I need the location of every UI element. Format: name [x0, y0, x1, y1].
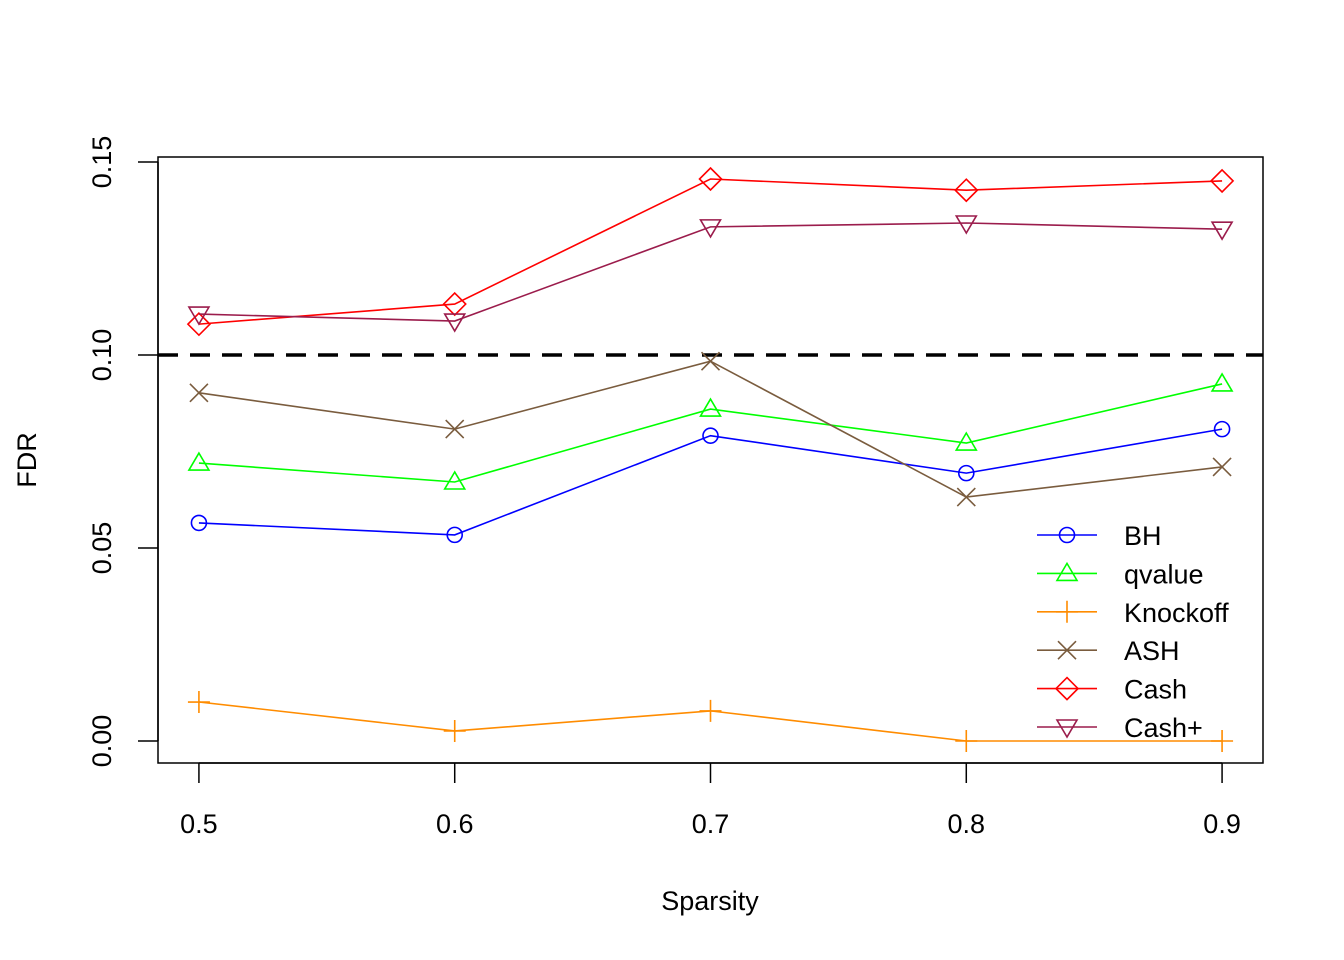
y-axis-label: FDR	[12, 432, 42, 488]
data-point	[699, 219, 722, 239]
legend-cross-icon	[1057, 640, 1077, 660]
series-line	[198, 428, 1223, 536]
data-point	[186, 312, 212, 337]
x-tick-label: 0.5	[180, 809, 218, 839]
series-line	[198, 360, 1223, 498]
series-layer	[186, 166, 1235, 752]
data-point	[1210, 221, 1234, 241]
legend-triangle-up-icon	[1055, 561, 1079, 582]
series-line	[198, 178, 1223, 325]
x-tick-label: 0.9	[1203, 809, 1241, 839]
data-point	[187, 691, 210, 714]
data-point	[954, 431, 978, 451]
series-qvalue	[187, 372, 1234, 490]
data-point	[442, 291, 467, 317]
x-axis: 0.5 0.6 0.7 0.8 0.9	[180, 762, 1241, 839]
series-line	[198, 383, 1223, 483]
legend-item: Cash+	[1037, 713, 1203, 743]
legend-label: qvalue	[1124, 559, 1204, 589]
x-tick-label: 0.8	[948, 809, 986, 839]
data-point	[1210, 372, 1234, 392]
series-cash	[186, 166, 1235, 337]
legend-plus-icon	[1056, 600, 1078, 623]
y-axis: 0.00 0.05 0.10 0.15	[87, 136, 159, 768]
legend-label: Knockoff	[1124, 598, 1229, 628]
data-point	[443, 313, 467, 333]
legend-item: ASH	[1037, 636, 1180, 666]
data-point	[190, 514, 208, 532]
data-point	[699, 397, 722, 417]
data-point	[443, 719, 466, 742]
data-point	[187, 451, 211, 471]
data-point	[445, 419, 465, 439]
data-point	[954, 215, 978, 235]
x-axis-label: Sparsity	[661, 886, 759, 916]
series-ash	[189, 351, 1232, 507]
data-point	[700, 351, 721, 371]
y-tick-label: 0.05	[87, 522, 117, 575]
y-tick-label: 0.10	[87, 329, 117, 382]
legend-label: ASH	[1124, 636, 1180, 666]
x-tick-label: 0.6	[436, 809, 474, 839]
plot-frame	[157, 156, 1264, 764]
data-point	[698, 166, 723, 192]
data-point	[1213, 420, 1231, 438]
series-knockoff	[187, 691, 1234, 752]
legend-label: Cash+	[1124, 713, 1203, 743]
series-cash-plus	[187, 215, 1234, 333]
legend-item: qvalue	[1037, 559, 1204, 589]
series-line	[198, 222, 1223, 322]
legend-label: Cash	[1124, 675, 1187, 705]
legend: BH qvalue Knockoff ASH Cash Cash+	[1037, 521, 1229, 743]
data-point	[702, 427, 719, 444]
data-point	[189, 383, 209, 403]
data-point	[1209, 168, 1235, 194]
legend-item: Knockoff	[1037, 598, 1229, 628]
data-point	[957, 464, 975, 482]
data-point	[954, 178, 979, 203]
legend-label: BH	[1124, 521, 1162, 551]
y-tick-label: 0.15	[87, 136, 117, 189]
legend-circle-icon	[1058, 526, 1076, 544]
legend-item: Cash	[1037, 675, 1187, 705]
data-point	[956, 487, 976, 507]
data-point	[1212, 457, 1232, 477]
x-tick-label: 0.7	[692, 809, 730, 839]
data-point	[699, 699, 722, 722]
legend-diamond-icon	[1054, 676, 1080, 701]
legend-triangle-down-icon	[1055, 719, 1079, 739]
data-point	[443, 470, 467, 490]
legend-item: BH	[1037, 521, 1162, 551]
data-point	[446, 526, 464, 544]
data-point	[955, 729, 978, 752]
data-point	[1211, 729, 1234, 752]
y-tick-label: 0.00	[87, 715, 117, 768]
data-point	[187, 306, 211, 326]
series-bh	[190, 420, 1231, 544]
